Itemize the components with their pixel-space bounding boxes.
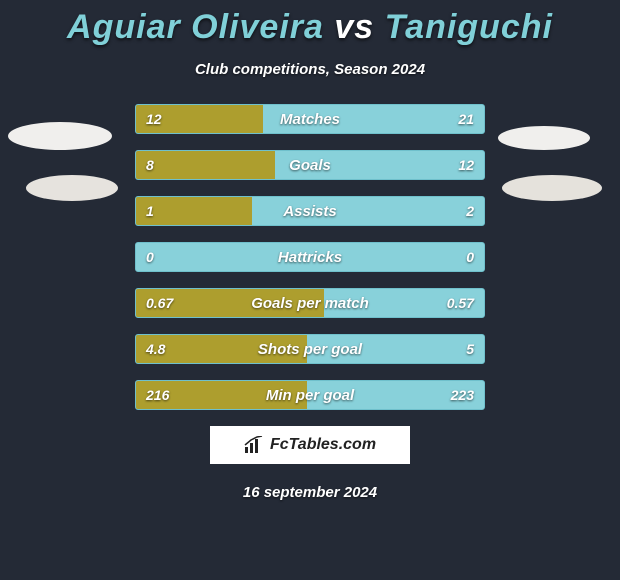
player1-name: Aguiar Oliveira [67,8,324,46]
decorative-ellipse [502,175,602,201]
watermark-text: FcTables.com [270,436,376,454]
stat-value-right: 12 [458,151,474,179]
player2-name: Taniguchi [385,8,553,46]
stat-row: 0Hattricks0 [135,242,485,272]
decorative-ellipse [26,175,118,201]
stat-value-right: 2 [466,197,474,225]
stat-label: Assists [136,197,484,225]
stat-row: 12Matches21 [135,104,485,134]
stat-value-right: 5 [466,335,474,363]
watermark: FcTables.com [210,426,410,464]
stat-row: 1Assists2 [135,196,485,226]
page-title: Aguiar Oliveira vs Taniguchi [0,0,620,47]
stat-value-right: 0.57 [447,289,474,317]
subtitle: Club competitions, Season 2024 [0,61,620,78]
stat-row: 4.8Shots per goal5 [135,334,485,364]
stat-value-right: 21 [458,105,474,133]
stat-label: Shots per goal [136,335,484,363]
stat-value-right: 223 [451,381,474,409]
stat-row: 216Min per goal223 [135,380,485,410]
chart-icon [244,436,264,454]
stat-label: Hattricks [136,243,484,271]
stats-comparison: 12Matches218Goals121Assists20Hattricks00… [135,104,485,410]
stat-label: Matches [136,105,484,133]
stat-row: 8Goals12 [135,150,485,180]
decorative-ellipse [8,122,112,150]
stat-label: Goals per match [136,289,484,317]
vs-text: vs [334,8,374,46]
decorative-ellipse [498,126,590,150]
stat-label: Goals [136,151,484,179]
stat-label: Min per goal [136,381,484,409]
stat-value-right: 0 [466,243,474,271]
footer-date: 16 september 2024 [0,484,620,501]
stat-row: 0.67Goals per match0.57 [135,288,485,318]
